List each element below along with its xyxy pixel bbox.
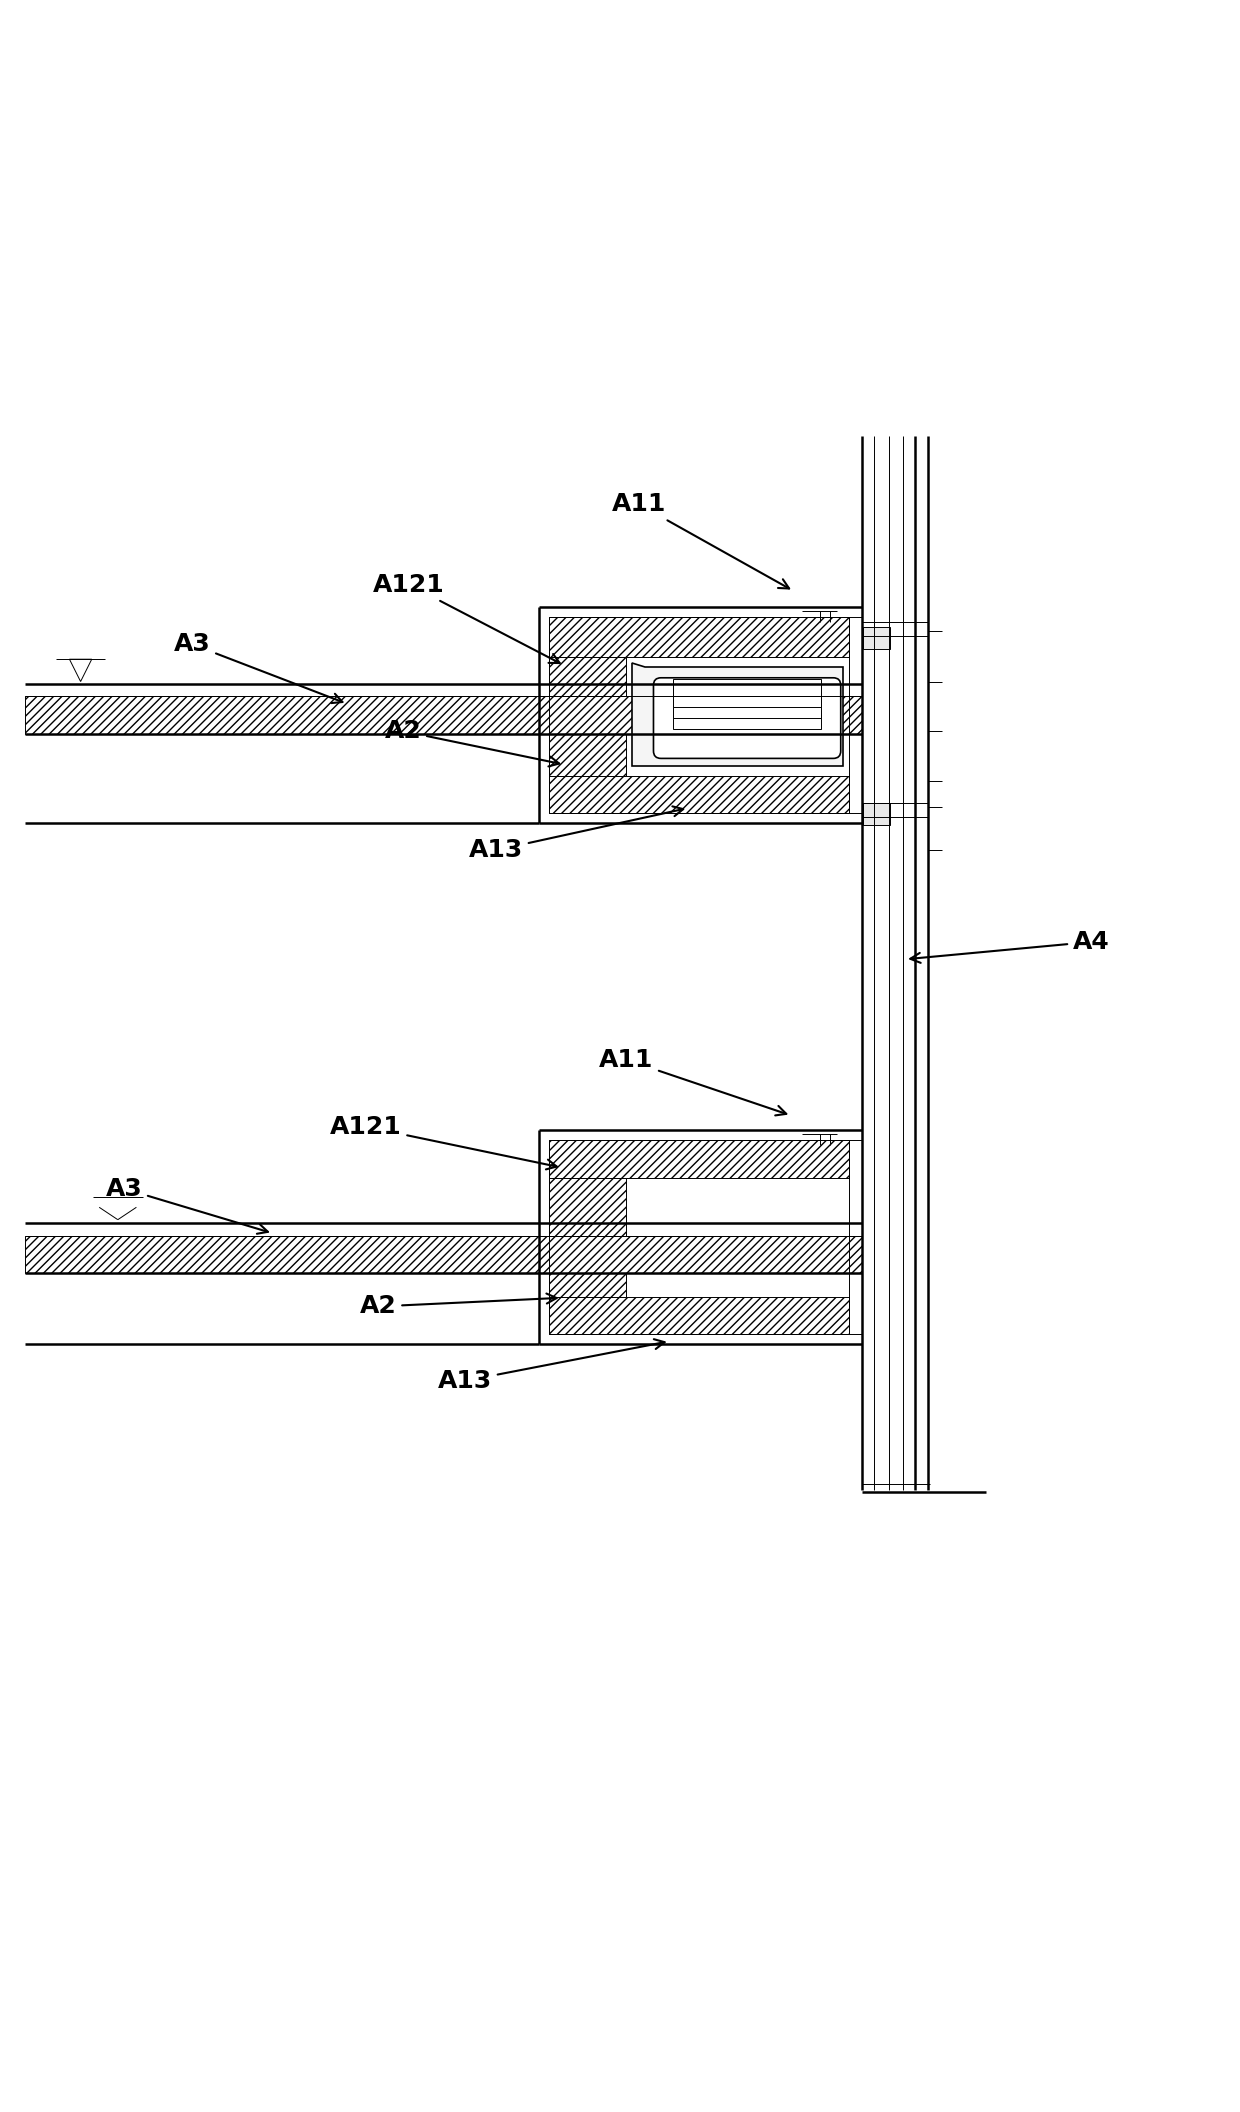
Text: A11: A11 — [611, 492, 789, 589]
Bar — [673, 678, 821, 697]
Bar — [549, 657, 626, 775]
FancyBboxPatch shape — [653, 678, 841, 758]
Text: A4: A4 — [910, 929, 1110, 963]
Polygon shape — [632, 663, 843, 767]
Bar — [549, 1297, 849, 1335]
Bar — [863, 803, 890, 826]
Text: A13: A13 — [469, 807, 683, 862]
Text: A3: A3 — [174, 631, 342, 703]
Bar — [673, 691, 821, 708]
Text: A121: A121 — [373, 572, 559, 663]
Bar — [863, 627, 890, 648]
Bar — [25, 1236, 862, 1274]
Text: A13: A13 — [438, 1339, 665, 1394]
Bar — [673, 712, 821, 729]
Text: A121: A121 — [330, 1115, 557, 1170]
Text: A2: A2 — [384, 718, 559, 767]
Bar — [549, 1178, 626, 1297]
Bar — [673, 701, 821, 718]
Text: A3: A3 — [105, 1176, 268, 1233]
Text: A2: A2 — [360, 1293, 557, 1318]
Bar — [25, 697, 862, 733]
Bar — [549, 775, 849, 813]
Text: A11: A11 — [599, 1048, 786, 1115]
Bar — [549, 617, 849, 657]
Bar — [549, 1140, 849, 1178]
